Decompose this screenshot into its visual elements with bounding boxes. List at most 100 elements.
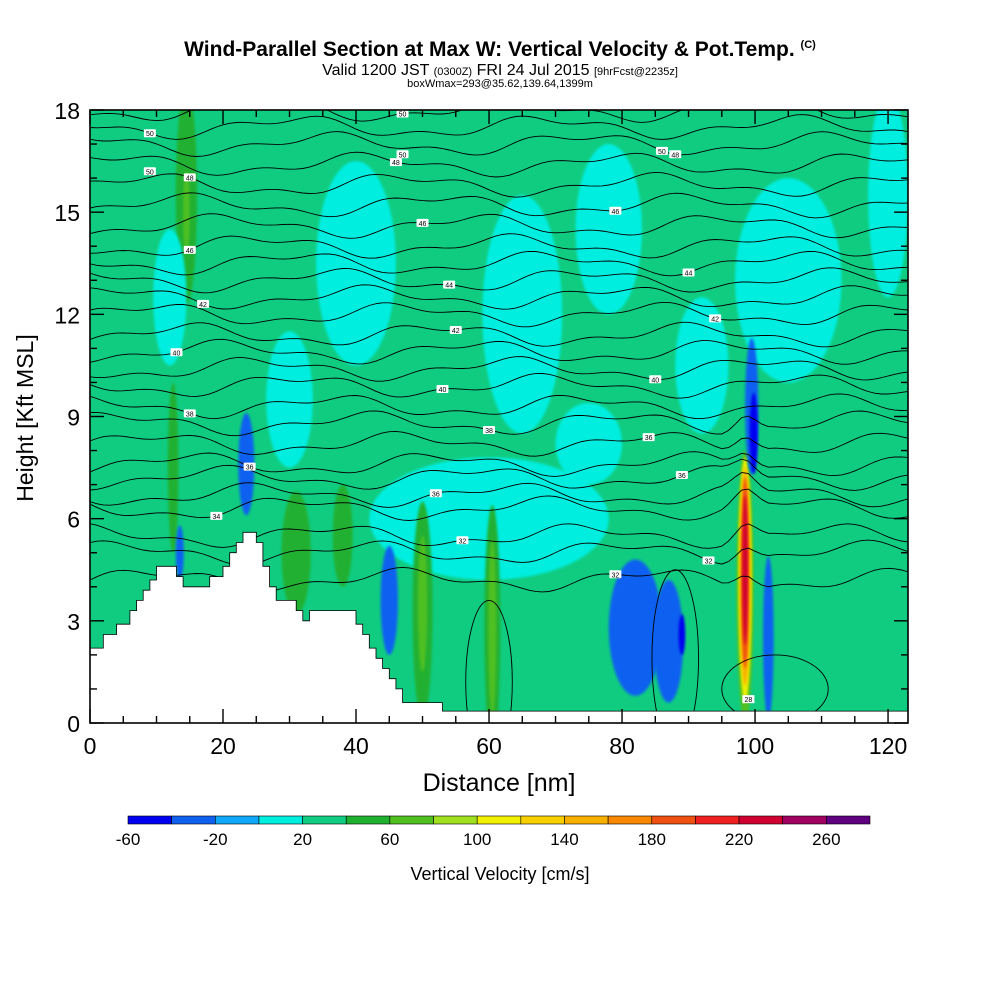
contour-label-bg: [183, 409, 196, 418]
contour-label: 40: [439, 387, 447, 394]
contour-label-bg: [436, 385, 449, 394]
contour-label-bg: [609, 570, 622, 579]
contour-label-bg: [483, 425, 496, 434]
theta-contours: 32 32 32 34 36 36 36 36 38 38 40 40 40 42 42 42 44 44 46 46…: [90, 110, 908, 723]
contour-label: 50: [146, 169, 154, 176]
contour-label: 46: [611, 209, 619, 216]
contour-label-bg: [669, 150, 682, 159]
contour-label-bg: [709, 314, 722, 323]
contour-label: 36: [678, 473, 686, 480]
theta-contour: [90, 451, 908, 477]
colorbar-tick-label: 100: [463, 830, 491, 849]
colorbar-swatch: [782, 815, 827, 825]
theta-contour: [90, 393, 908, 420]
y-tick-label: 18: [54, 98, 80, 124]
x-tick-label: 0: [84, 733, 97, 759]
contour-label-bg: [429, 489, 442, 498]
y-tick-label: 15: [54, 200, 80, 226]
y-tick-label: 3: [67, 609, 80, 635]
contour-label-bg: [449, 325, 462, 334]
colorbar-swatch: [564, 815, 609, 825]
contour-label: 32: [705, 558, 713, 565]
contour-label: 32: [611, 572, 619, 579]
theta-contour: [90, 192, 908, 219]
colorbar-swatch: [520, 815, 565, 825]
contour-label-bg: [655, 146, 668, 155]
y-tick-label: 6: [67, 507, 80, 533]
theta-contour: [90, 301, 908, 328]
colorbar-swatch: [826, 815, 871, 825]
velocity-cell: [482, 195, 563, 434]
velocity-cell: [167, 382, 179, 553]
x-axis: 0 20 40 60 80 100 120: [84, 110, 907, 759]
contour-label-bg: [416, 218, 429, 227]
colorbar-swatch: [258, 815, 303, 825]
theta-contour: [90, 430, 908, 457]
contour-label-bg: [143, 167, 156, 176]
theta-contour: [90, 151, 908, 178]
contour-label-bg: [183, 173, 196, 182]
theta-contour: [90, 488, 908, 521]
plot-area: 32 32 32 34 36 36 36 36 38 38 40 40 40 42 42 42 44 44 46 46…: [90, 110, 908, 723]
contour-label: 50: [399, 111, 407, 118]
theta-contour: [90, 131, 908, 157]
contour-label: 50: [658, 149, 666, 156]
velocity-cell: [417, 535, 428, 672]
y-axis-label: Height [Kft MSL]: [12, 334, 38, 501]
x-tick-label: 80: [609, 733, 635, 759]
contour-label: 28: [744, 697, 752, 704]
contour-label-bg: [396, 150, 409, 159]
colorbar-swatch: [127, 815, 172, 825]
colorbar-tick-label: 260: [812, 830, 840, 849]
contour-label-bg: [682, 268, 695, 277]
colorbar-swatch: [476, 815, 522, 825]
contour-label: 48: [186, 175, 194, 182]
chart-title: Wind-Parallel Section at Max W: Vertical…: [0, 38, 1000, 62]
y-tick-label: 9: [67, 405, 80, 431]
velocity-cell: [153, 229, 187, 366]
contour-label: 50: [146, 131, 154, 138]
colorbar-tick-label: 220: [725, 830, 753, 849]
contour-label: 46: [186, 248, 194, 255]
velocity-cell: [653, 579, 684, 703]
contour-label: 36: [246, 465, 254, 472]
velocity-cell: [183, 171, 190, 254]
contour-label-bg: [197, 299, 210, 308]
colorbar-tick-label: 180: [638, 830, 666, 849]
contour-label: 38: [485, 428, 493, 435]
contour-label-bg: [675, 470, 688, 479]
theta-contour: [90, 539, 908, 566]
contour-label: 40: [173, 350, 181, 357]
velocity-cell: [575, 144, 642, 315]
contour-label-bg: [443, 280, 456, 289]
colorbar-swatch: [345, 815, 391, 825]
subtitle-date: FRI 24 Jul 2015: [476, 62, 590, 79]
colorbar-swatch: [695, 815, 740, 825]
contour-label-bg: [210, 511, 223, 520]
colorbar-swatch: [214, 815, 260, 825]
colorbar-tick-label: 60: [380, 830, 399, 849]
colorbar: -60 -20 20 60 100 140 180 220 260: [116, 815, 871, 849]
x-axis-label: Distance [nm]: [423, 769, 576, 797]
y-tick-label: 12: [54, 302, 80, 328]
contour-label-bg: [243, 462, 256, 471]
velocity-cell: [281, 491, 311, 615]
theta-contour: [90, 338, 908, 365]
contour-label-bg: [143, 129, 156, 138]
colorbar-swatch: [389, 815, 434, 825]
colorbar-swatch: [302, 815, 347, 825]
theta-contour: [90, 410, 908, 437]
contour-label: 42: [452, 328, 460, 335]
x-tick-label: 20: [210, 733, 236, 759]
velocity-cell: [608, 559, 662, 696]
contour-label: 36: [432, 491, 440, 498]
x-tick-label: 120: [869, 733, 907, 759]
contour-label: 34: [212, 514, 220, 521]
contour-label-bg: [642, 433, 655, 442]
subtitle-forecast: [9hrFcst@2235z]: [593, 66, 678, 78]
theta-contour: [90, 284, 908, 310]
contour-label-bg: [742, 695, 755, 704]
theta-contour-closed: [721, 654, 829, 723]
colorbar-swatch: [433, 815, 478, 825]
